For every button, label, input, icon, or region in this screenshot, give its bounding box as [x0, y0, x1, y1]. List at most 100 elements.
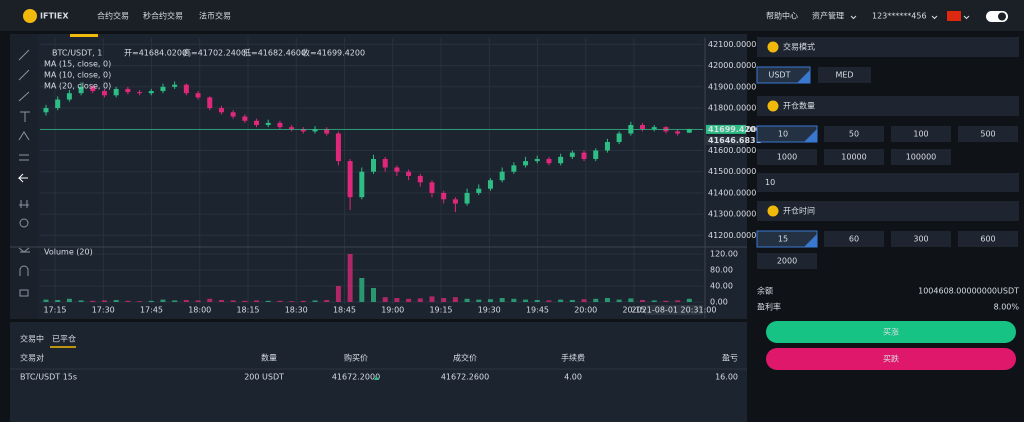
- option-label[interactable]: 15: [778, 235, 788, 244]
- table-header: 盈亏: [722, 354, 738, 363]
- volume-bar: [581, 299, 587, 302]
- candle-body: [499, 171, 505, 181]
- nav-bar: [0, 0, 1024, 31]
- option-button[interactable]: [824, 126, 884, 142]
- volume-bar: [382, 297, 388, 302]
- candle-body: [593, 150, 599, 159]
- selected-corner: [797, 70, 810, 83]
- table-cell: 200 USDT: [244, 373, 284, 382]
- option-label[interactable]: 100: [913, 130, 928, 139]
- option-label[interactable]: 300: [913, 235, 928, 244]
- candle-body: [675, 131, 681, 134]
- option-button[interactable]: [757, 253, 817, 269]
- volume-bar: [101, 300, 107, 302]
- ohlc-label: 低=41682.4600: [243, 48, 306, 58]
- nav-item[interactable]: 123******456: [872, 12, 927, 21]
- flag[interactable]: [947, 11, 961, 21]
- candle-body: [254, 120, 260, 126]
- option-label[interactable]: MED: [835, 71, 853, 80]
- ohlc-label: 收=41699.4200: [302, 48, 365, 58]
- option-label[interactable]: 10: [778, 130, 788, 139]
- amount-input-value[interactable]: 10: [765, 178, 775, 187]
- y-tick-label: 42000.0000: [708, 61, 756, 70]
- volume-bar: [90, 300, 96, 302]
- option-label[interactable]: 1000: [777, 153, 797, 162]
- buy-down-label[interactable]: 买跌: [883, 354, 899, 364]
- volume-bar: [160, 299, 166, 302]
- section-title: 开仓时间: [783, 206, 815, 216]
- candle-body: [324, 129, 330, 134]
- option-button[interactable]: [958, 126, 1018, 142]
- candle-body: [558, 156, 564, 164]
- buy-up-label[interactable]: 买涨: [883, 327, 899, 337]
- volume-bar: [324, 300, 330, 302]
- check-icon: [767, 100, 779, 112]
- volume-bar: [300, 300, 306, 302]
- option-label[interactable]: USDT: [769, 71, 791, 80]
- option-button[interactable]: [818, 67, 871, 83]
- nav-link[interactable]: 法币交易: [199, 11, 231, 21]
- option-button[interactable]: [891, 149, 951, 165]
- buy-up-button[interactable]: [766, 321, 1016, 343]
- volume-bar: [441, 298, 447, 302]
- toolbar: [10, 34, 38, 319]
- option-label[interactable]: 60: [849, 235, 859, 244]
- table-header: 成交价: [453, 353, 477, 363]
- candle-body: [242, 116, 248, 121]
- volume-bar: [616, 299, 622, 302]
- option-label[interactable]: 10000: [841, 153, 866, 162]
- order-tab[interactable]: 已平仓: [52, 334, 76, 344]
- option-label[interactable]: 100000: [906, 153, 937, 162]
- volume-bar: [604, 298, 610, 302]
- volume-bar: [371, 288, 376, 302]
- x-tick-label: 19:15: [429, 306, 452, 315]
- nav-item[interactable]: 资产管理: [812, 11, 844, 21]
- candle-body: [43, 108, 49, 113]
- x-tick-label: 18:00: [188, 306, 211, 315]
- option-label[interactable]: 500: [980, 130, 995, 139]
- up-arrow: [374, 376, 379, 380]
- option-button[interactable]: [824, 231, 884, 247]
- orders-panel: [10, 322, 747, 422]
- check-icon: [767, 205, 779, 217]
- logo: IFTIEX: [40, 12, 69, 21]
- toolbar-icons[interactable]: [17, 49, 30, 297]
- volume-bar: [66, 298, 72, 302]
- option-button[interactable]: [958, 231, 1018, 247]
- option-button[interactable]: [824, 149, 884, 165]
- check-icon: [767, 41, 779, 53]
- order-tab[interactable]: 交易中: [20, 334, 44, 344]
- nav-item[interactable]: 帮助中心: [766, 11, 798, 21]
- volume-bar: [113, 300, 119, 302]
- buy-down-button[interactable]: [766, 348, 1016, 370]
- table-cell: 41672.2000: [332, 373, 380, 382]
- option-button[interactable]: [891, 231, 951, 247]
- price-marker: [706, 124, 746, 134]
- option-label[interactable]: 2000: [777, 257, 797, 266]
- amount-input[interactable]: [757, 173, 1019, 192]
- x-tick-label: 20:00: [574, 306, 597, 315]
- option-button[interactable]: [757, 149, 817, 165]
- indicator-label: MA (20, close, 0): [44, 82, 111, 91]
- candle-body: [371, 158, 376, 172]
- nav-link[interactable]: 合约交易: [97, 11, 129, 21]
- option-button[interactable]: [891, 126, 951, 142]
- option-label[interactable]: 50: [849, 130, 859, 139]
- candle-body: [476, 188, 482, 193]
- volume-bar: [663, 300, 669, 302]
- nav-link[interactable]: 秒合约交易: [143, 11, 183, 21]
- candle-body: [441, 192, 447, 200]
- volume-bar: [546, 300, 552, 302]
- candle-body: [300, 129, 306, 132]
- volume-bar: [429, 296, 435, 302]
- volume-tick-label: 80.00: [710, 266, 733, 275]
- volume-bar: [207, 298, 213, 302]
- candle-body: [78, 86, 84, 94]
- candle-body: [277, 122, 283, 128]
- ohlc-label: 高=41702.2400: [183, 48, 246, 58]
- y-tick-label: 42100.0000: [708, 40, 756, 49]
- price-marker-label: 41646.6831: [708, 136, 762, 145]
- option-label[interactable]: 600: [980, 235, 995, 244]
- volume-bar: [347, 254, 353, 302]
